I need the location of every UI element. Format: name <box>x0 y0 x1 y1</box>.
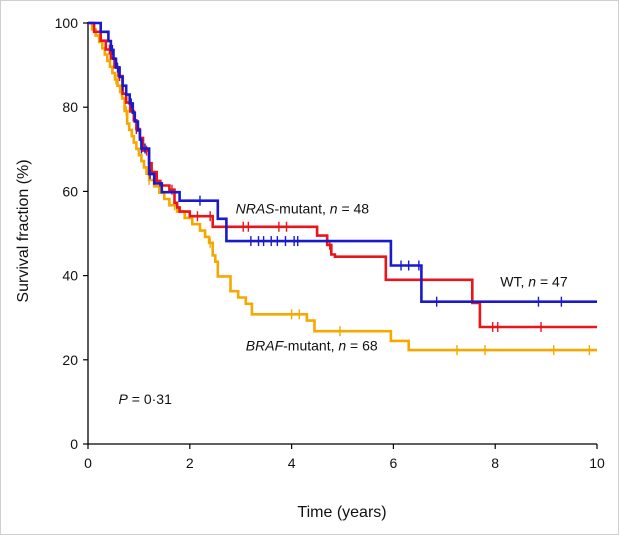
label-layer: NRAS-mutant, n = 48 WT, n = 47 BRAF-mutant… <box>119 200 568 407</box>
p-value-annotation: P = 0·31 <box>119 391 173 407</box>
x-tick-label: 10 <box>589 455 605 471</box>
x-tick-label: 2 <box>186 455 194 471</box>
y-tick-label: 20 <box>62 352 78 368</box>
series-layer <box>88 21 597 356</box>
series-braf-mutant <box>88 21 597 356</box>
y-axis-title: Survival fraction (%) <box>15 159 32 302</box>
y-tick-label: 60 <box>62 183 78 199</box>
label-braf-mutant: BRAF-mutant, n = 68 <box>246 338 378 354</box>
label-nras-mutant: NRAS-mutant, n = 48 <box>236 200 370 216</box>
series-wt <box>88 21 597 307</box>
y-tick-label: 0 <box>70 436 78 452</box>
axes: 0 20 40 60 80 100 0 2 4 6 8 10 <box>55 15 605 471</box>
x-tick-label: 4 <box>288 455 296 471</box>
y-tick-label: 100 <box>55 15 79 31</box>
x-tick-label: 0 <box>84 455 92 471</box>
x-tick-label: 8 <box>491 455 499 471</box>
label-wt: WT, n = 47 <box>500 274 568 290</box>
x-axis-title: Time (years) <box>297 504 386 521</box>
survival-curve-wt <box>88 21 597 303</box>
y-tick-label: 80 <box>62 99 78 115</box>
y-tick-label: 40 <box>62 268 78 284</box>
x-tick-label: 6 <box>390 455 398 471</box>
